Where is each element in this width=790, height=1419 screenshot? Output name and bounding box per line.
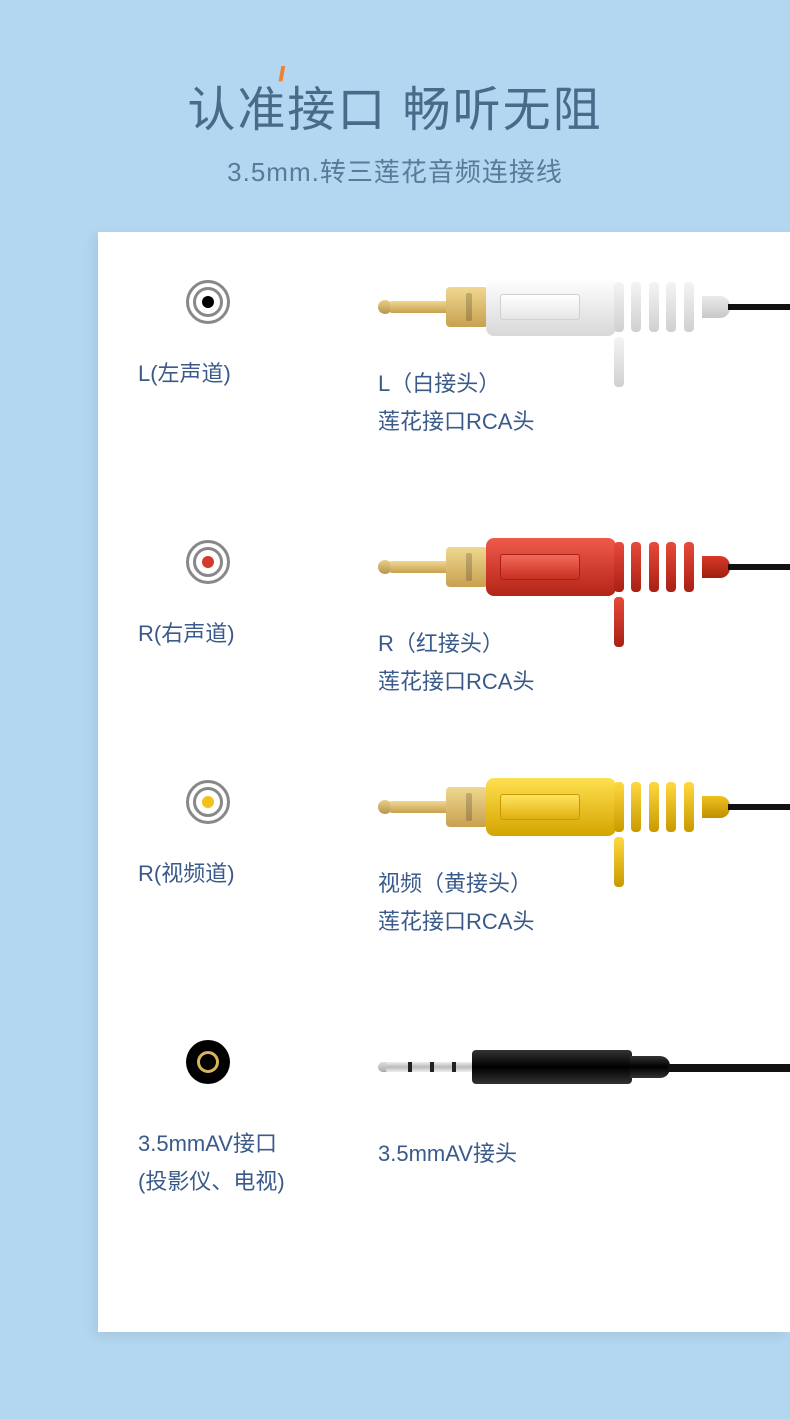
plug-video: 视频（黄接头） 莲花接口RCA头 xyxy=(378,772,790,936)
rca-red-icon xyxy=(378,532,790,602)
port-left-label: L(左声道) xyxy=(138,356,338,388)
plug-right-label-1: R（红接头） xyxy=(378,631,504,656)
plug-left-label-2: 莲花接口RCA头 xyxy=(378,404,790,436)
port-right-label: R(右声道) xyxy=(138,616,338,648)
header: // 认准接口 畅听无阻 3.5mm.转三莲花音频连接线 xyxy=(0,0,790,189)
port-video-icon xyxy=(158,772,258,832)
port-av-label-1: 3.5mmAV接口 xyxy=(138,1131,277,1156)
port-left-icon xyxy=(158,272,258,332)
plug-av: 3.5mmAV接头 xyxy=(378,1032,790,1168)
page-title: // 认准接口 畅听无阻 xyxy=(187,70,602,140)
plug-right-label: R（红接头） 莲花接口RCA头 xyxy=(378,626,790,696)
port-right-icon xyxy=(158,532,258,592)
port-av-label-2: (投影仪、电视) xyxy=(138,1164,338,1196)
plug-right: R（红接头） 莲花接口RCA头 xyxy=(378,532,790,696)
port-video: R(视频道) xyxy=(138,772,338,888)
plug-video-label-2: 莲花接口RCA头 xyxy=(378,904,790,936)
rca-yellow-icon xyxy=(378,772,790,842)
port-av-label: 3.5mmAV接口 (投影仪、电视) xyxy=(138,1126,338,1196)
plug-av-label: 3.5mmAV接头 xyxy=(378,1136,790,1168)
rca-white-icon xyxy=(378,272,790,342)
port-av: 3.5mmAV接口 (投影仪、电视) xyxy=(138,1032,338,1196)
page-subtitle: 3.5mm.转三莲花音频连接线 xyxy=(0,152,790,189)
plug-left-label: L（白接头） 莲花接口RCA头 xyxy=(378,366,790,436)
plug-left: L（白接头） 莲花接口RCA头 xyxy=(378,272,790,436)
jack-35mm-icon xyxy=(378,1032,790,1102)
port-right: R(右声道) xyxy=(138,532,338,648)
port-left: L(左声道) xyxy=(138,272,338,388)
plug-right-label-2: 莲花接口RCA头 xyxy=(378,664,790,696)
port-av-icon xyxy=(158,1032,258,1092)
port-video-label: R(视频道) xyxy=(138,856,338,888)
plug-video-label: 视频（黄接头） 莲花接口RCA头 xyxy=(378,866,790,936)
plug-video-label-1: 视频（黄接头） xyxy=(378,871,532,896)
spec-panel: L(左声道) xyxy=(98,232,790,1332)
plug-left-label-1: L（白接头） xyxy=(378,371,500,396)
title-text: 认准接口 畅听无阻 xyxy=(187,84,602,137)
title-accent-icon: // xyxy=(278,64,281,87)
